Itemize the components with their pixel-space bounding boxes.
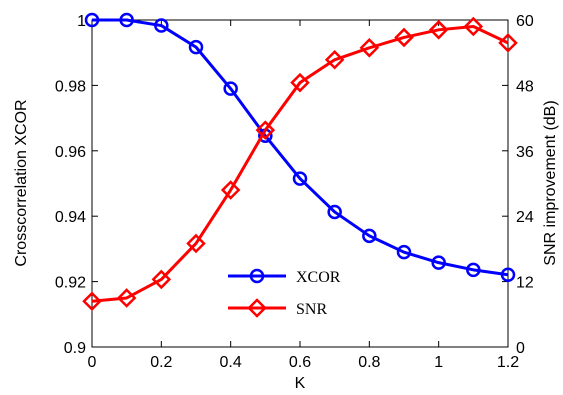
y-left-tick-label: 0.98 [55,78,86,95]
y-left-tick-label: 0.96 [55,144,86,161]
data-point-snr [463,16,484,37]
series-group [82,12,518,311]
data-point-snr [290,72,310,93]
data-point-xcor [188,39,204,55]
x-tick-label: 1 [434,354,443,371]
x-tick-label: 0.6 [289,354,311,371]
data-point-snr [324,50,345,70]
legend-marker-xcor [249,268,265,284]
x-tick-label: 1.2 [497,354,519,371]
x-tick-label: 0.8 [358,354,380,371]
legend-label-snr: SNR [296,301,327,318]
data-point-snr [359,38,380,58]
data-point-snr [82,291,102,311]
data-point-snr [498,33,518,53]
data-point-xcor [466,262,481,278]
x-tick-label: 0.2 [150,354,172,371]
data-point-xcor [154,18,169,33]
y-axis-left-title: Crosscorrelation XCOR [13,99,30,266]
data-point-xcor [327,204,342,220]
data-point-xcor [223,81,238,96]
legend: XCOR SNR [228,268,341,318]
data-point-snr [186,233,206,254]
y-right-tick-label: 48 [516,78,534,95]
y-left-tick-label: 1 [77,13,86,30]
axis-ticks: 0 0.2 0.4 0.6 0.8 1 1.2 0.9 0.92 0.94 0.96 0.98 1 0 12… [55,13,534,371]
y-right-tick-label: 60 [516,13,534,30]
data-point-xcor [292,171,308,186]
series-line-xcor [92,18,509,277]
y-left-tick-label: 0.94 [55,209,86,226]
y-right-tick-label: 24 [516,209,534,226]
y-right-tick-label: 0 [516,340,525,357]
y-right-tick-label: 36 [516,144,534,161]
data-point-snr [116,288,137,308]
y-axis-right-title: SNR improvement (dB) [542,100,559,265]
data-point-xcor [362,228,377,244]
data-point-xcor [84,12,100,28]
data-point-xcor [431,255,446,270]
data-point-xcor [396,244,412,260]
y-right-tick-label: 12 [516,275,534,292]
x-tick-label: 0 [88,354,97,371]
x-tick-label: 0.4 [220,354,242,371]
data-point-snr [220,180,241,200]
data-point-xcor [500,267,516,282]
data-point-xcor [119,12,134,28]
y-left-tick-label: 0.9 [64,340,86,357]
y-left-tick-label: 0.92 [55,275,86,292]
data-point-snr [255,120,276,140]
data-point-snr [428,20,449,40]
data-point-snr [151,269,172,290]
series-line-snr [91,25,509,303]
x-axis-title: K [295,375,306,392]
data-point-snr [394,27,414,48]
legend-marker-snr [247,298,267,318]
legend-label-xcor: XCOR [296,269,341,286]
